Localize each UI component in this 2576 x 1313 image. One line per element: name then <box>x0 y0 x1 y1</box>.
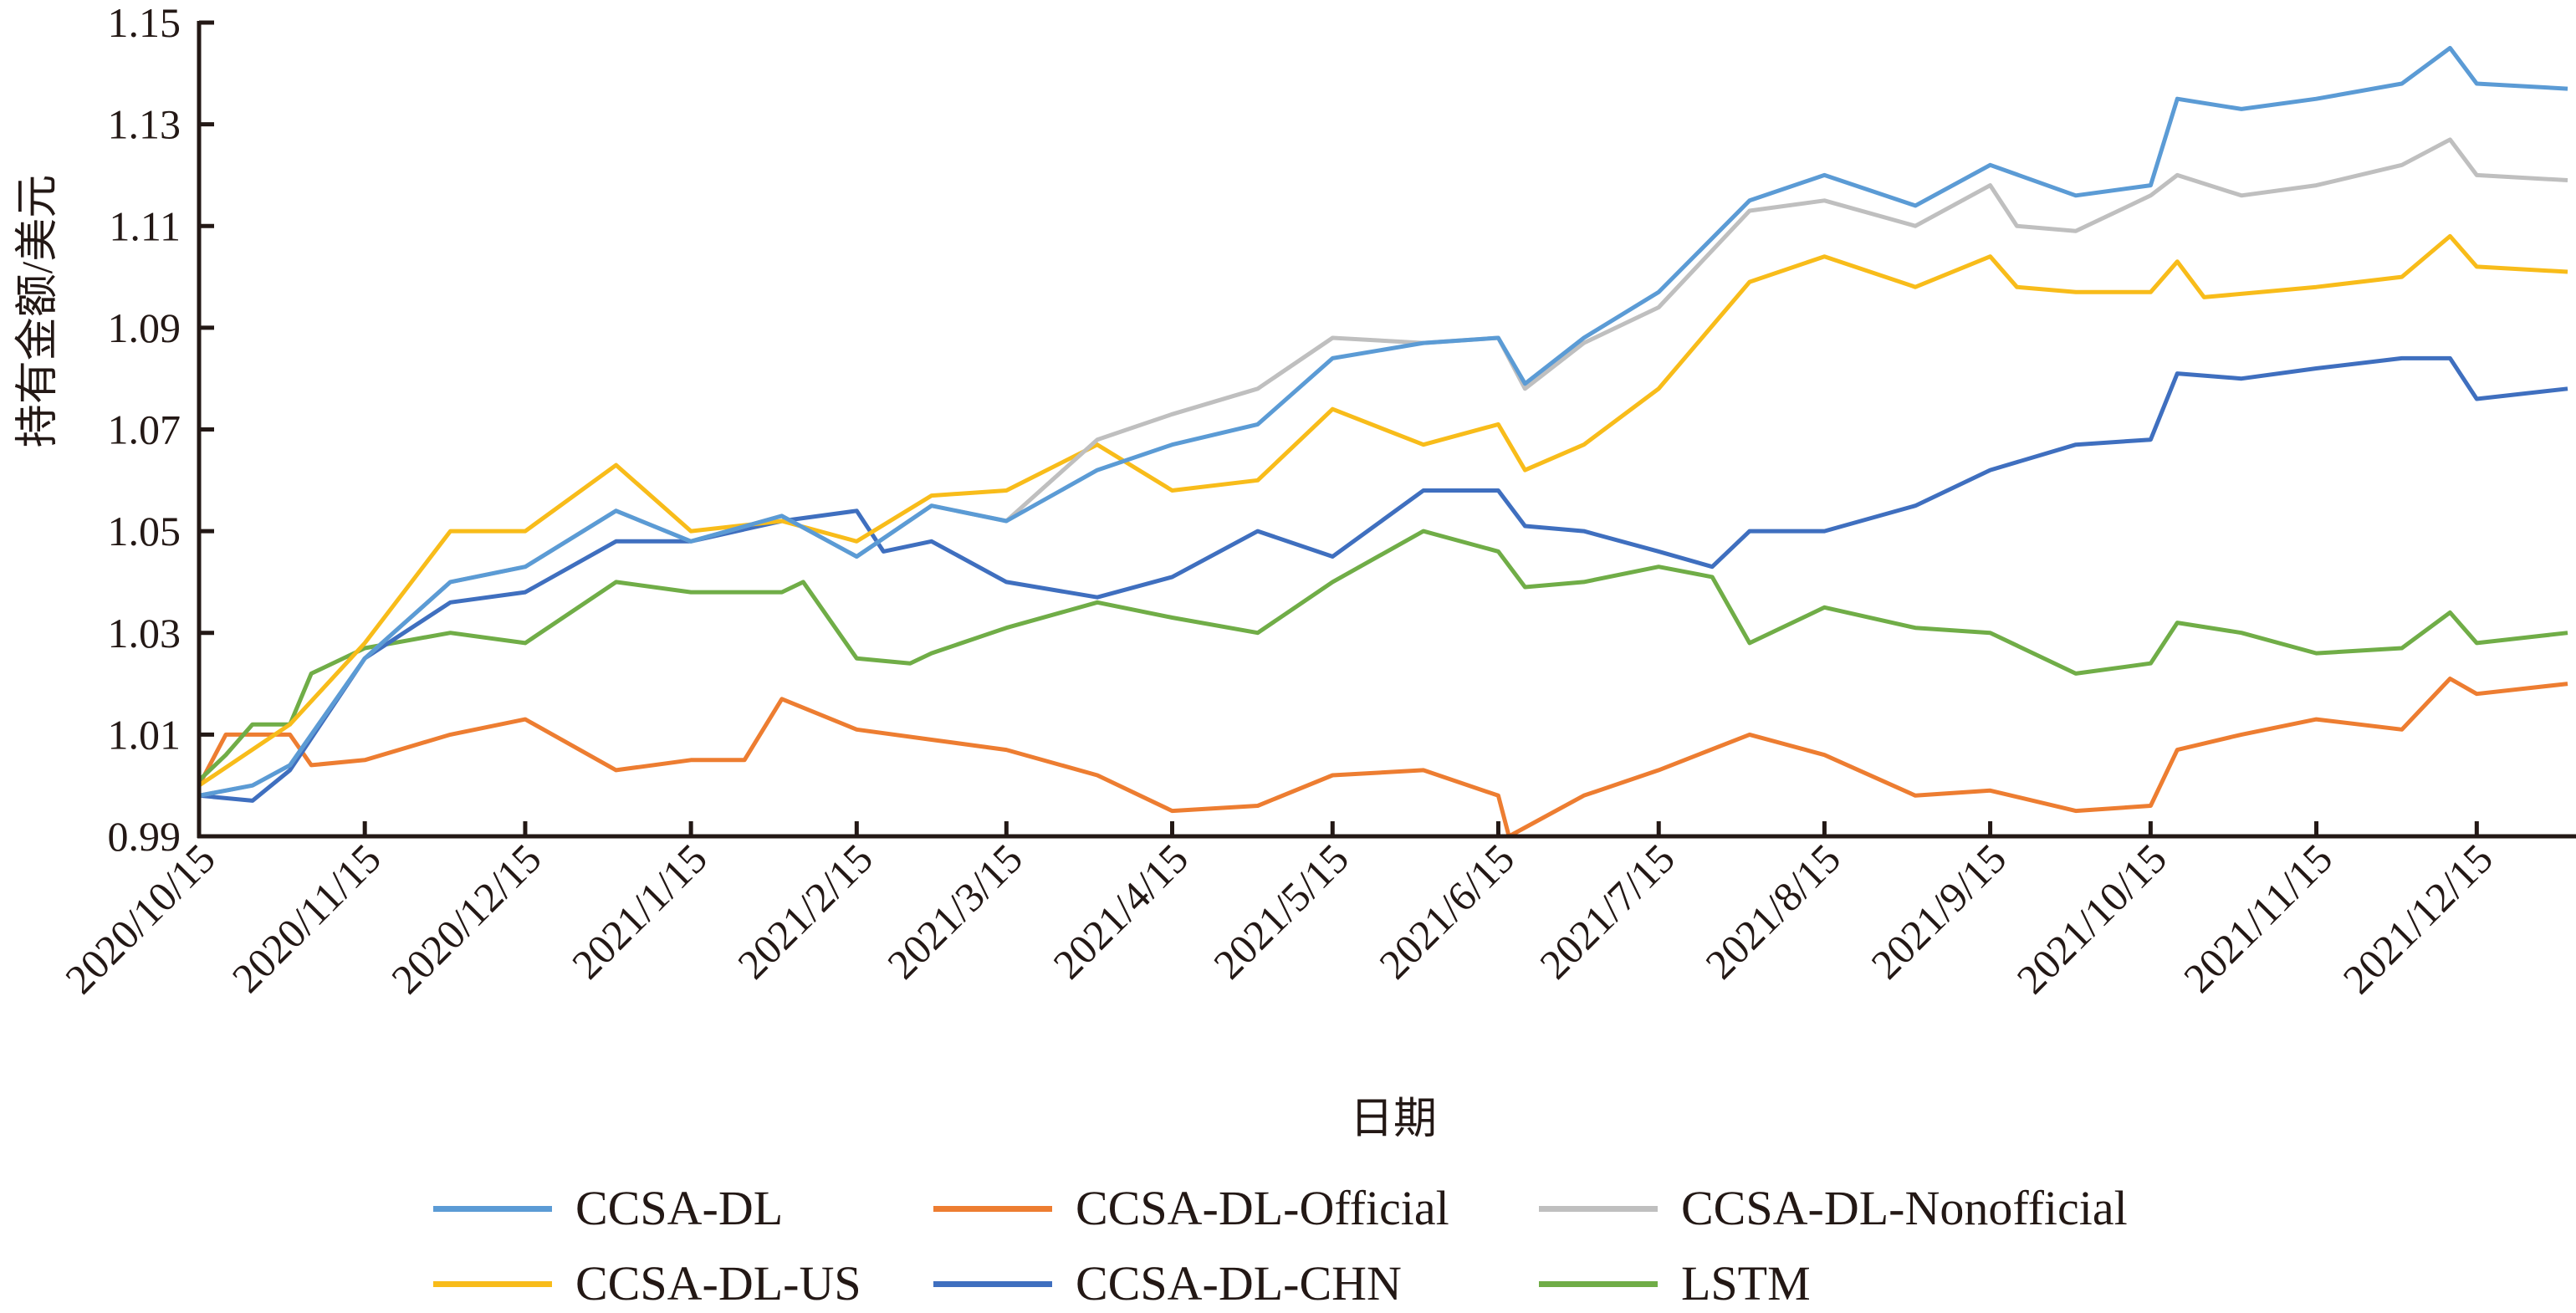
x-tick-label: 2021/11/15 <box>2175 835 2341 1001</box>
x-tick-label: 2021/10/15 <box>2007 835 2175 1003</box>
x-tick-label: 2021/4/15 <box>1044 835 1197 988</box>
legend-swatch <box>1539 1205 1658 1212</box>
legend-swatch <box>1539 1280 1658 1287</box>
y-axis-title: 持有金额/美元 <box>14 175 62 447</box>
y-tick-label: 1.11 <box>109 202 181 249</box>
legend-label: CCSA-DL-Nonofficial <box>1681 1181 2128 1235</box>
y-tick-label: 1.15 <box>108 0 181 46</box>
x-tick-label: 2021/7/15 <box>1531 835 1684 988</box>
y-tick-label: 1.13 <box>108 101 181 148</box>
x-tick-label: 2021/5/15 <box>1204 835 1357 988</box>
legend-label: CCSA-DL <box>575 1181 784 1235</box>
legend-label: LSTM <box>1681 1256 1811 1310</box>
x-tick-label: 2021/3/15 <box>878 835 1031 988</box>
legend-label: CCSA-DL-Official <box>1076 1181 1449 1235</box>
series-layer <box>197 45 2568 839</box>
legend-swatch <box>433 1205 552 1212</box>
series-line-ccsa-dl-official <box>197 677 2568 839</box>
y-tick-label: 1.09 <box>108 304 181 351</box>
x-tick-label: 2021/12/15 <box>2333 835 2502 1003</box>
y-axis-ticks: 0.99 1.01 1.03 1.05 1.07 1.09 1.11 1.13 1.15 <box>108 0 214 860</box>
legend-label: CCSA-DL-US <box>575 1256 861 1310</box>
y-tick-label: 0.99 <box>108 813 181 860</box>
series-line-ccsa-dl-nonofficial <box>198 137 2568 798</box>
legend-label: CCSA-DL-CHN <box>1076 1256 1402 1310</box>
legend-item-ccsa-dl-us: CCSA-DL-US <box>433 1254 861 1313</box>
series-line-ccsa-dl-us <box>197 233 2568 788</box>
y-tick-label: 1.07 <box>108 406 181 453</box>
series-line-ccsa-dl-chn <box>198 355 2568 803</box>
x-tick-label: 2021/9/15 <box>1862 835 2015 988</box>
legend-swatch <box>933 1205 1052 1212</box>
legend-item-ccsa-dl-official: CCSA-DL-Official <box>933 1179 1449 1238</box>
x-tick-label: 2021/6/15 <box>1370 835 1523 988</box>
series-line-ccsa-dl <box>198 45 2568 798</box>
x-axis-title: 日期 <box>1350 1096 1437 1143</box>
legend-item-ccsa-dl: CCSA-DL <box>433 1179 783 1238</box>
legend-swatch <box>433 1280 552 1287</box>
y-tick-label: 1.03 <box>108 610 181 656</box>
y-tick-label: 1.05 <box>108 508 181 554</box>
x-tick-label: 2021/2/15 <box>728 835 882 988</box>
x-tick-label: 2020/10/15 <box>56 835 224 1003</box>
legend-item-ccsa-dl-chn: CCSA-DL-CHN <box>933 1254 1402 1313</box>
y-tick-label: 1.01 <box>108 711 181 758</box>
legend-item-ccsa-dl-nonofficial: CCSA-DL-Nonofficial <box>1539 1179 2128 1238</box>
series-line-lstm <box>197 529 2568 782</box>
x-tick-label: 2021/1/15 <box>563 835 716 988</box>
x-tick-label: 2020/12/15 <box>382 835 550 1003</box>
legend-item-lstm: LSTM <box>1539 1254 1811 1313</box>
legend: CCSA-DL CCSA-DL-Official CCSA-DL-Nonoffi… <box>0 1171 2576 1310</box>
x-tick-label: 2021/8/15 <box>1696 835 1849 988</box>
legend-swatch <box>933 1280 1052 1287</box>
x-tick-label: 2020/11/15 <box>223 835 390 1001</box>
line-chart: 0.99 1.01 1.03 1.05 1.07 1.09 1.11 1.13 1.15 202… <box>14 0 2576 1143</box>
